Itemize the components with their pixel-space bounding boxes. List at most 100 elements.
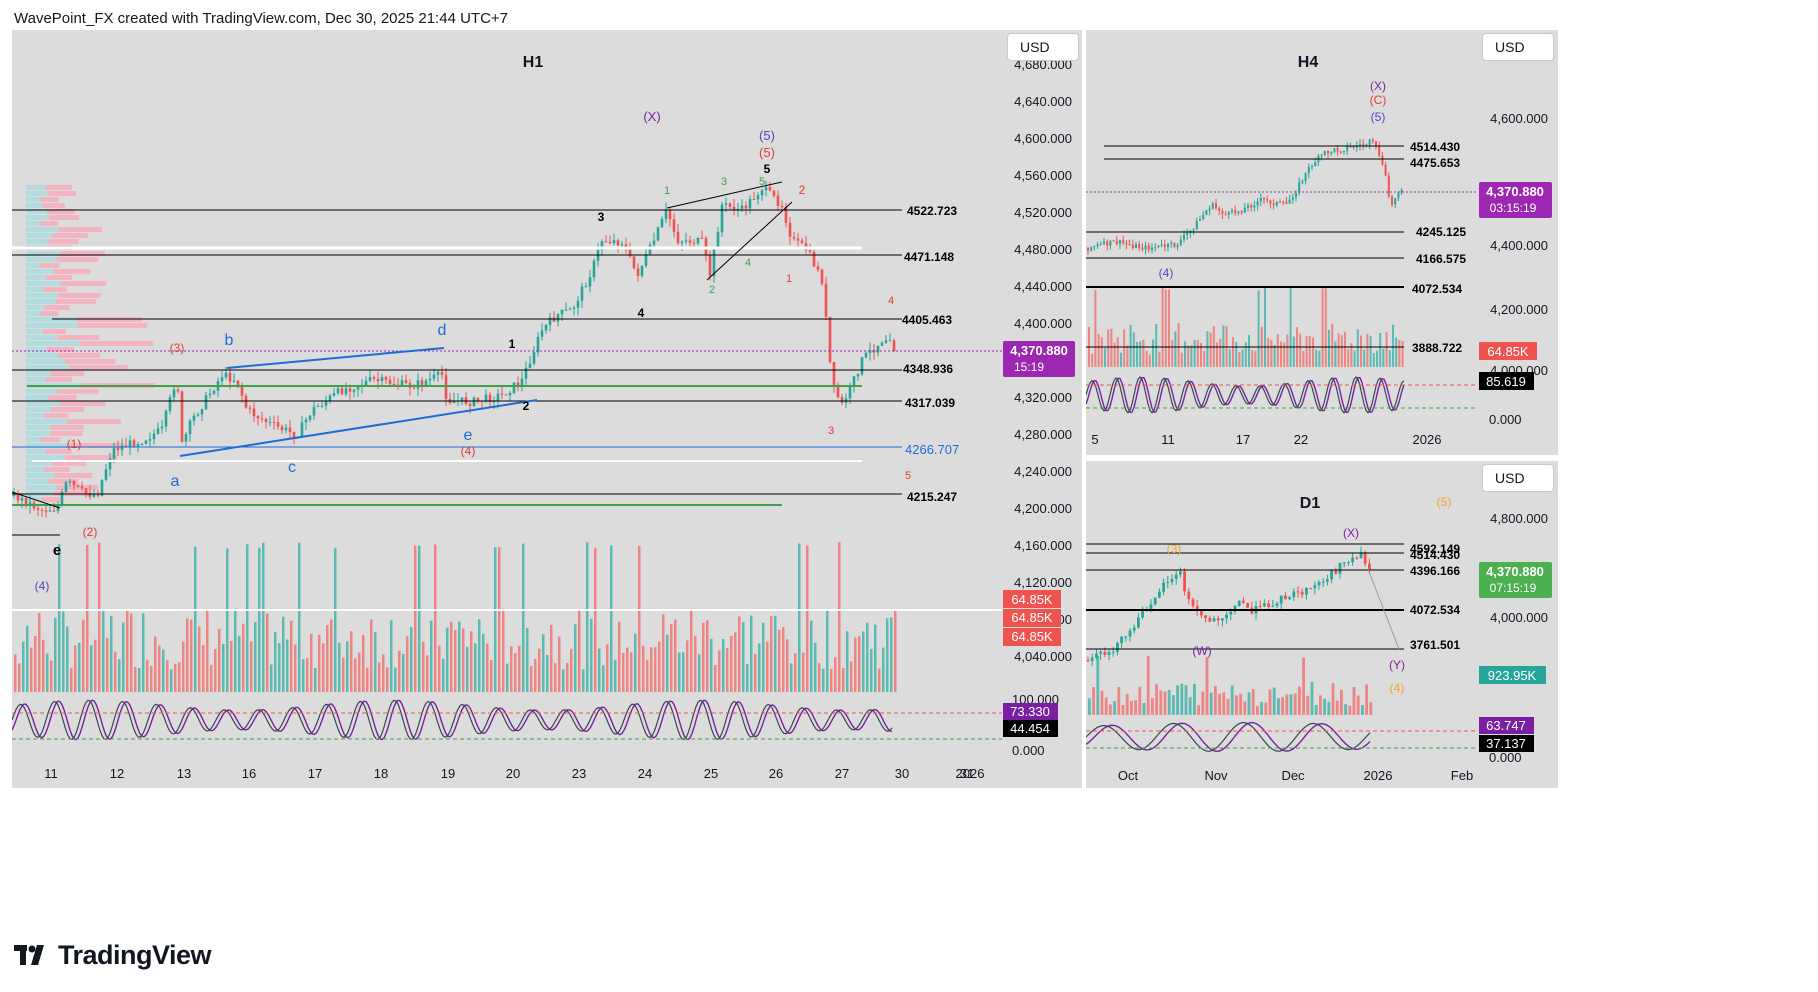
wave-label-e-blue: e: [464, 427, 473, 444]
candle-body: [864, 352, 868, 358]
candle-body: [400, 380, 404, 386]
candle-body: [716, 232, 720, 249]
stoch-tick-0: 0.000: [1012, 743, 1045, 758]
volume-bar: [1256, 705, 1259, 715]
volume-bar: [586, 542, 589, 692]
candle-body: [1132, 627, 1136, 631]
decline-line: [12, 491, 61, 509]
candle-body: [644, 254, 648, 266]
volume-bar: [1164, 289, 1167, 367]
volume-bar: [1277, 698, 1280, 715]
candle-body: [224, 372, 228, 378]
candle-body: [684, 240, 688, 242]
volume-bar: [1096, 656, 1100, 715]
volume-bar: [1097, 334, 1100, 367]
profile-bar: [26, 401, 61, 406]
candle-body: [1247, 205, 1249, 208]
d1-chart[interactable]: D1 (5) (3) (X) (W) (Y) (4) 4592.149 4514…: [1086, 461, 1558, 788]
candle-body: [680, 241, 684, 244]
volume-bar: [1088, 698, 1091, 715]
volume-bar: [1161, 287, 1164, 367]
candle-body: [220, 377, 224, 382]
y-tick-label: 4,240.000: [1014, 464, 1072, 479]
volume-bar: [1280, 341, 1282, 367]
level-label-4166: 4166.575: [1416, 252, 1466, 266]
volume-bar: [190, 619, 193, 692]
volume-bar: [642, 645, 645, 692]
volume-bar: [1273, 345, 1276, 367]
h1-chart[interactable]: (X) (5) (5) 5 5 2 1 3 2 4 1 3 4 1 2 (3) …: [12, 30, 1082, 788]
volume-bar: [542, 634, 545, 692]
candle-body: [880, 342, 884, 346]
volume-bar: [782, 626, 785, 692]
y-tick-label: 4,160.000: [1014, 538, 1072, 553]
currency-selector-h1[interactable]: USD: [1007, 33, 1079, 61]
volume-bar: [1254, 350, 1257, 367]
candle-body: [724, 203, 728, 205]
candle-body: [1170, 578, 1174, 583]
candle-body: [84, 488, 88, 493]
candle-body: [1187, 591, 1191, 600]
volume-bar: [1302, 657, 1305, 715]
volume-bar: [734, 632, 737, 692]
profile-bar: [55, 299, 96, 304]
candle-body: [128, 440, 132, 448]
volume-bar: [262, 542, 265, 692]
volume-bar: [1201, 691, 1205, 715]
currency-selector-d1[interactable]: USD: [1482, 464, 1554, 492]
volume-badge-3: [1003, 628, 1061, 646]
volume-bar: [830, 668, 833, 692]
volume-bar: [1142, 339, 1145, 367]
candle-body: [1336, 148, 1339, 152]
y-axis[interactable]: 4,800.000 4,000.000: [1490, 511, 1548, 625]
volume-bar: [34, 636, 37, 692]
candle-body: [468, 403, 472, 407]
volume-bar: [386, 667, 389, 692]
profile-bar: [26, 461, 52, 466]
candle-body: [1291, 197, 1294, 200]
candle-body: [228, 372, 232, 382]
volume-bar: [546, 654, 549, 692]
candle-body: [828, 316, 832, 362]
x-axis[interactable]: 5 11 17 22 2026: [1091, 432, 1441, 447]
y-tick-label: 4,280.000: [1014, 427, 1072, 442]
candle-body: [540, 330, 544, 337]
candle-body: [460, 397, 464, 401]
volume-bar: [382, 654, 385, 692]
candle-body: [556, 314, 560, 322]
x-axis[interactable]: Oct Nov Dec 2026 Feb: [1118, 768, 1473, 783]
candle-body: [1384, 164, 1387, 176]
volume-bar: [1340, 689, 1343, 715]
volume-bars: [14, 542, 897, 692]
candle-body: [700, 237, 704, 239]
candle-body: [1317, 582, 1321, 586]
stoch-tick-0: 0.000: [1489, 412, 1522, 427]
y-tick-label: 4,120.000: [1014, 575, 1072, 590]
stoch-k-line: [1086, 376, 1405, 414]
volume-bar: [1209, 332, 1212, 367]
candle-body: [104, 469, 108, 480]
volume-bar: [1104, 697, 1108, 715]
price-candles: [12, 180, 896, 518]
d1-chart-panel[interactable]: D1 (5) (3) (X) (W) (Y) (4) 4592.149 4514…: [1086, 461, 1558, 788]
candle-body: [564, 309, 568, 311]
candle-body: [656, 227, 660, 241]
level-label-4514: 4514.430: [1410, 140, 1460, 154]
h1-chart-panel[interactable]: (X) (5) (5) 5 5 2 1 3 2 4 1 3 4 1 2 (3) …: [12, 30, 1082, 788]
y-axis[interactable]: 4,680.0004,640.0004,600.0004,560.0004,52…: [1014, 57, 1072, 664]
candle-body: [568, 308, 572, 310]
candle-body: [20, 497, 24, 501]
volume-bar: [1235, 341, 1238, 367]
candle-body: [1138, 244, 1141, 248]
candle-body: [852, 376, 856, 386]
h4-chart-panel[interactable]: H4 (X) (C) (5) (4) 4514.430 4475.653 424…: [1086, 30, 1558, 455]
h4-chart[interactable]: H4 (X) (C) (5) (4) 4514.430 4475.653 424…: [1086, 30, 1558, 455]
volume-bar: [434, 544, 437, 692]
profile-bar: [50, 371, 85, 376]
currency-selector-h4[interactable]: USD: [1482, 33, 1554, 61]
volume-bar: [218, 628, 221, 692]
volume-bar: [1356, 695, 1360, 715]
volume-bar: [1132, 332, 1135, 367]
